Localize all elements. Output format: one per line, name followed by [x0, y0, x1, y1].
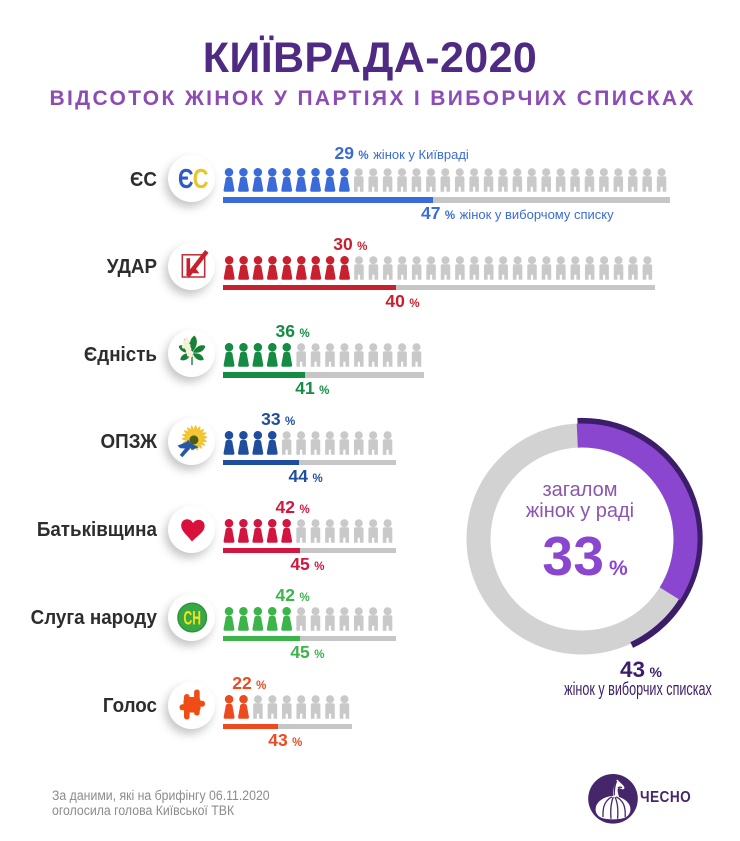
svg-text:СН: СН: [183, 608, 201, 629]
